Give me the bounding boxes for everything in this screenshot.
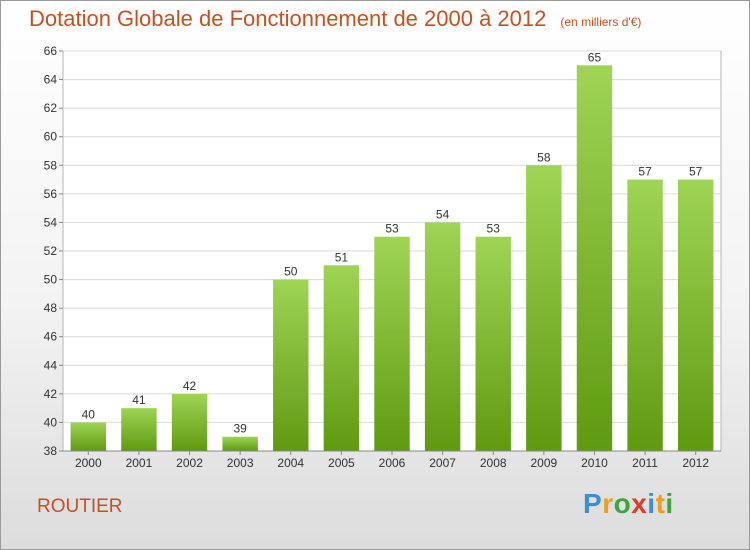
x-tick-label: 2003 [227, 456, 254, 470]
data-label: 53 [487, 222, 501, 236]
chart-title-text: Dotation Globale de Fonctionnement de 20… [29, 6, 547, 31]
bar [121, 408, 157, 451]
chart-subtitle: (en milliers d'€) [560, 15, 642, 29]
x-tick-label: 2006 [379, 456, 406, 470]
y-tick-label: 50 [44, 273, 58, 287]
data-label: 42 [183, 379, 197, 393]
y-tick-label: 38 [44, 444, 58, 458]
x-tick-label: 2009 [530, 456, 557, 470]
bar [627, 179, 663, 452]
x-tick-label: 2008 [480, 456, 507, 470]
logo-letter: t [655, 488, 666, 519]
x-tick-label: 2005 [328, 456, 355, 470]
y-tick-label: 66 [44, 44, 58, 58]
y-tick-label: 44 [44, 358, 58, 372]
data-label: 40 [82, 407, 96, 421]
data-label: 57 [689, 165, 703, 179]
y-tick-label: 52 [44, 244, 58, 258]
bar [222, 436, 258, 451]
y-tick-label: 40 [44, 415, 58, 429]
y-tick-label: 60 [44, 130, 58, 144]
logo-letter: x [631, 488, 648, 519]
bar [374, 236, 410, 451]
y-tick-label: 56 [44, 187, 58, 201]
bar [70, 422, 107, 451]
bar [475, 236, 511, 451]
data-label: 65 [588, 50, 602, 64]
logo-letter: r [602, 488, 614, 519]
commune-name: ROUTIER [37, 496, 123, 517]
x-tick-label: 2002 [176, 456, 203, 470]
data-label: 50 [284, 265, 298, 279]
y-tick-label: 62 [44, 101, 58, 115]
y-tick-label: 58 [44, 158, 58, 172]
x-tick-label: 2011 [632, 456, 658, 470]
bar [526, 165, 562, 452]
data-label: 57 [638, 165, 652, 179]
y-tick-label: 54 [44, 215, 58, 229]
bar [576, 65, 613, 452]
bar [424, 222, 461, 451]
y-tick-label: 42 [44, 387, 58, 401]
logo-letter: o [613, 488, 632, 519]
y-tick-label: 48 [44, 301, 58, 315]
data-label: 51 [335, 250, 349, 264]
data-label: 54 [436, 207, 450, 221]
y-tick-label: 46 [44, 330, 58, 344]
data-label: 41 [132, 393, 146, 407]
proxiti-logo: Proxiti [583, 488, 674, 520]
data-label: 39 [233, 422, 247, 436]
bar [677, 179, 714, 452]
data-label: 53 [385, 222, 399, 236]
x-tick-label: 2000 [75, 456, 102, 470]
logo-letter: i [647, 488, 656, 519]
data-label: 58 [537, 150, 551, 164]
x-tick-label: 2012 [682, 456, 709, 470]
logo-letter: i [665, 488, 674, 519]
x-tick-label: 2010 [581, 456, 608, 470]
bar [171, 393, 208, 451]
bar [323, 265, 360, 451]
x-tick-label: 2007 [429, 456, 456, 470]
chart-title: Dotation Globale de Fonctionnement de 20… [29, 6, 641, 32]
bar [273, 279, 309, 451]
y-tick-label: 64 [44, 73, 58, 87]
x-tick-label: 2004 [277, 456, 304, 470]
x-tick-label: 2001 [126, 456, 153, 470]
logo-letter: P [583, 488, 603, 519]
